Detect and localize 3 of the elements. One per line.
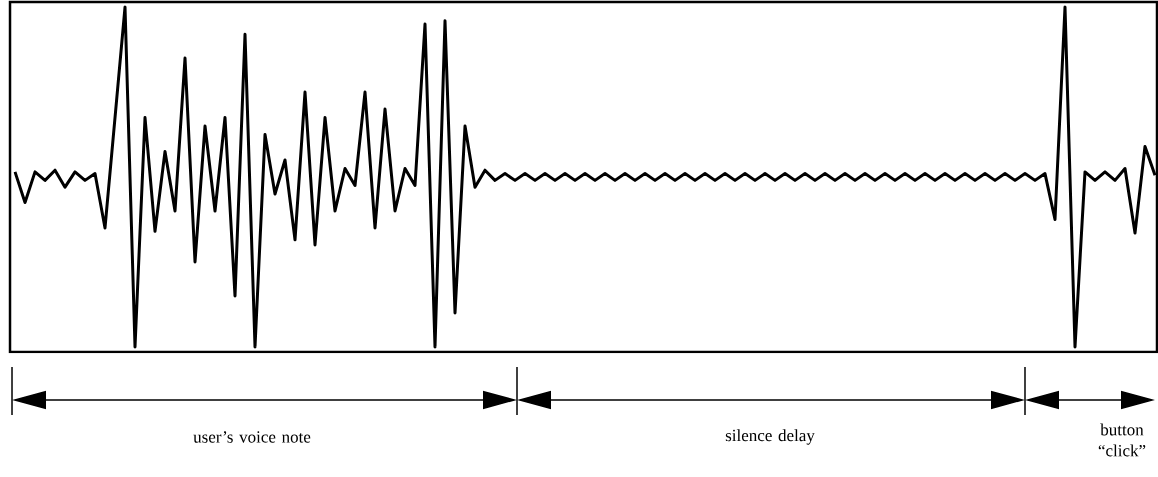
text: silence delay xyxy=(725,429,815,445)
text: user’s voice note xyxy=(193,431,311,443)
text: button “click” xyxy=(1098,423,1146,457)
